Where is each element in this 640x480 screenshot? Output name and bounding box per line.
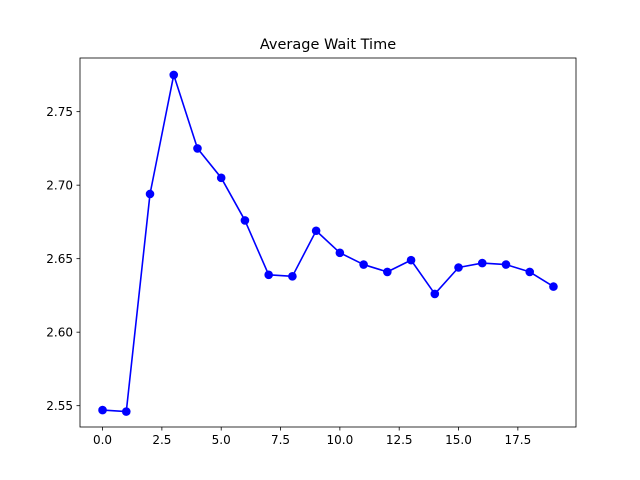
data-point [454,263,463,272]
data-point [406,255,416,265]
y-tick-label: 2.75 [46,105,73,119]
data-point [240,216,250,225]
plot-area: 0.0 2.5 5.0 7.5 10.0 12.5 15.0 17.5 2.55 2.60 2.65… [46,57,577,447]
y-tick-label: 2.60 [46,325,73,339]
x-tick-label: 7.5 [271,433,290,447]
data-point [216,173,226,183]
plot-frame [79,57,577,428]
data-point [477,258,487,268]
data-point [264,270,273,280]
data-point [169,70,179,80]
series-line [102,74,554,413]
x-tick-label: 15.0 [445,433,472,447]
data-point [121,407,131,416]
data-point [193,144,202,153]
data-point [383,267,392,277]
data-point [145,189,155,199]
data-point [549,282,558,291]
data-point [501,260,511,269]
data-point [288,272,297,281]
data-point [335,248,345,258]
data-point [430,289,440,299]
x-tick-label: 5.0 [212,433,231,447]
data-point [98,405,107,415]
x-tick-label: 10.0 [327,433,354,447]
chart-title: Average Wait Time [260,37,396,53]
y-tick-label: 2.55 [46,399,73,413]
x-tick-label: 17.5 [504,433,531,447]
x-tick-label: 0.0 [93,433,112,447]
data-point [359,260,368,269]
y-tick-label: 2.65 [46,252,73,266]
y-tick-label: 2.70 [46,178,73,192]
x-tick-label: 2.5 [152,433,171,447]
data-point [525,267,535,277]
x-tick-label: 12.5 [386,433,413,447]
data-point [311,226,321,236]
